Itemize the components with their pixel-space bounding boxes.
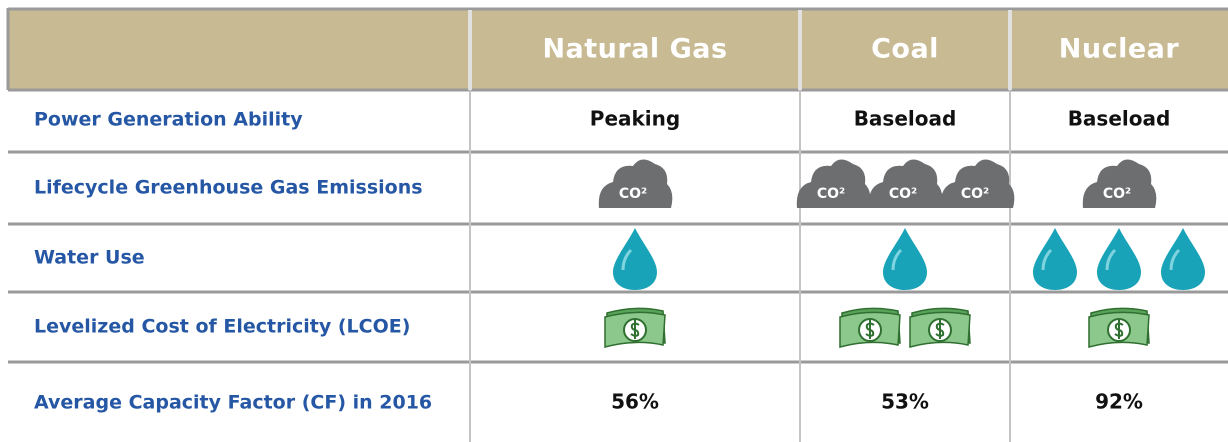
drop-icon xyxy=(613,228,657,290)
drop-icon xyxy=(1033,228,1077,290)
cell-value: Baseload xyxy=(1068,107,1171,131)
water-drop xyxy=(1033,228,1077,290)
water-drop xyxy=(613,228,657,290)
bill-dollar xyxy=(935,320,945,339)
water-drop xyxy=(883,228,927,290)
cloud-icon: CO² xyxy=(1082,159,1157,208)
row-label: Levelized Cost of Electricity (LCOE) xyxy=(34,316,410,338)
cell-value: Baseload xyxy=(854,107,957,131)
water-drop xyxy=(1097,228,1141,290)
cloud-text: CO² xyxy=(817,186,845,202)
cloud-text: CO² xyxy=(889,186,917,202)
cloud-icon: CO² xyxy=(868,159,943,208)
drop-shine xyxy=(1041,248,1053,271)
cloud-text: CO² xyxy=(961,186,989,202)
drop-shine xyxy=(891,248,903,271)
cloud-text: CO² xyxy=(1103,186,1131,202)
cloud-shape xyxy=(868,159,943,208)
drop-shine xyxy=(1105,248,1117,271)
column-header: Natural Gas xyxy=(542,34,727,65)
cloud-shape xyxy=(1082,159,1157,208)
drop-shine xyxy=(1169,248,1181,271)
header-dividers xyxy=(468,10,1012,90)
bill-dollar xyxy=(1114,320,1124,339)
cell-value: Peaking xyxy=(590,107,680,131)
drop-icon xyxy=(1097,228,1141,290)
row-label: Average Capacity Factor (CF) in 2016 xyxy=(34,392,432,414)
cloud-shape xyxy=(598,159,673,208)
cell-value: 53% xyxy=(881,390,929,414)
money-icon xyxy=(909,307,971,348)
cloud-icon: CO² xyxy=(796,159,871,208)
drop-shine xyxy=(621,248,633,271)
money-icon xyxy=(839,307,901,348)
row-label: Water Use xyxy=(34,247,145,269)
cloud-shape xyxy=(940,159,1015,208)
cloud-text: CO² xyxy=(619,186,647,202)
column-header: Nuclear xyxy=(1059,34,1180,65)
drop-icon xyxy=(1161,228,1205,290)
row-label: Lifecycle Greenhouse Gas Emissions xyxy=(34,177,423,199)
column-header: Coal xyxy=(871,34,939,65)
cloud-icon: CO² xyxy=(598,159,673,208)
water-drop xyxy=(1161,228,1205,290)
column-dividers xyxy=(469,90,1011,442)
row-borders xyxy=(8,88,1228,364)
bill-dollar xyxy=(630,320,640,339)
cell-value: 92% xyxy=(1095,390,1143,414)
money-icon xyxy=(604,307,666,348)
cell-value: 56% xyxy=(611,390,659,414)
row-label: Power Generation Ability xyxy=(34,109,303,131)
bill-dollar xyxy=(865,320,875,339)
money-icon xyxy=(1088,307,1150,348)
header-band xyxy=(8,8,1228,90)
drop-icon xyxy=(883,228,927,290)
cloud-shape xyxy=(796,159,871,208)
cloud-icon: CO² xyxy=(940,159,1015,208)
